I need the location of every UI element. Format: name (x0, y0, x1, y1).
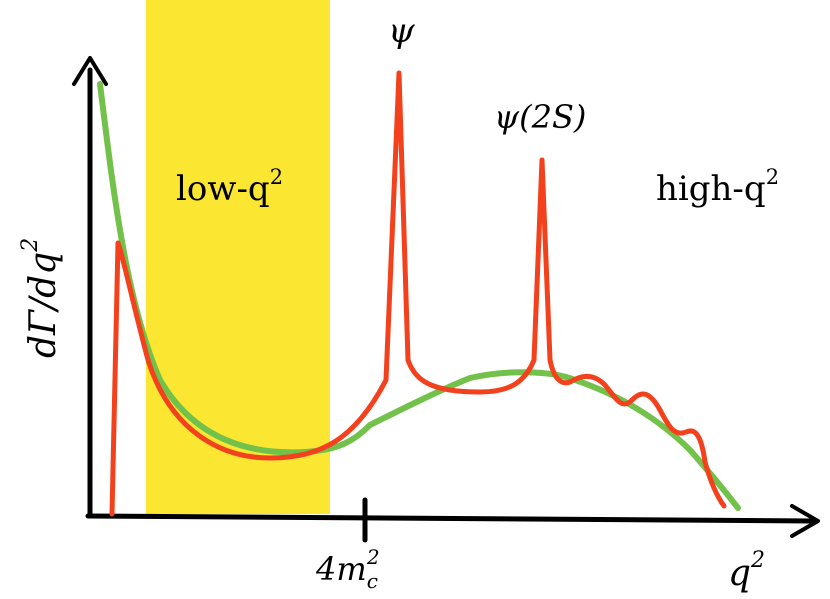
y-axis-label: dΓ/dq2 (18, 238, 64, 358)
low-q2-label: low-q2 (176, 165, 283, 209)
charm-threshold-label: 4mc2 (315, 545, 380, 593)
red-curve (109, 70, 727, 517)
psi2s-label: ψ(2S) (494, 98, 586, 136)
x-axis-arrowhead (790, 504, 820, 538)
green-curve (97, 81, 741, 511)
x-axis (85, 513, 815, 524)
x-axis-label: q2 (728, 548, 765, 594)
y-axis-arrowhead (72, 56, 108, 86)
high-q2-label: high-q2 (656, 165, 779, 209)
psi-label: ψ (388, 11, 415, 51)
low-q2-band (146, 0, 330, 514)
